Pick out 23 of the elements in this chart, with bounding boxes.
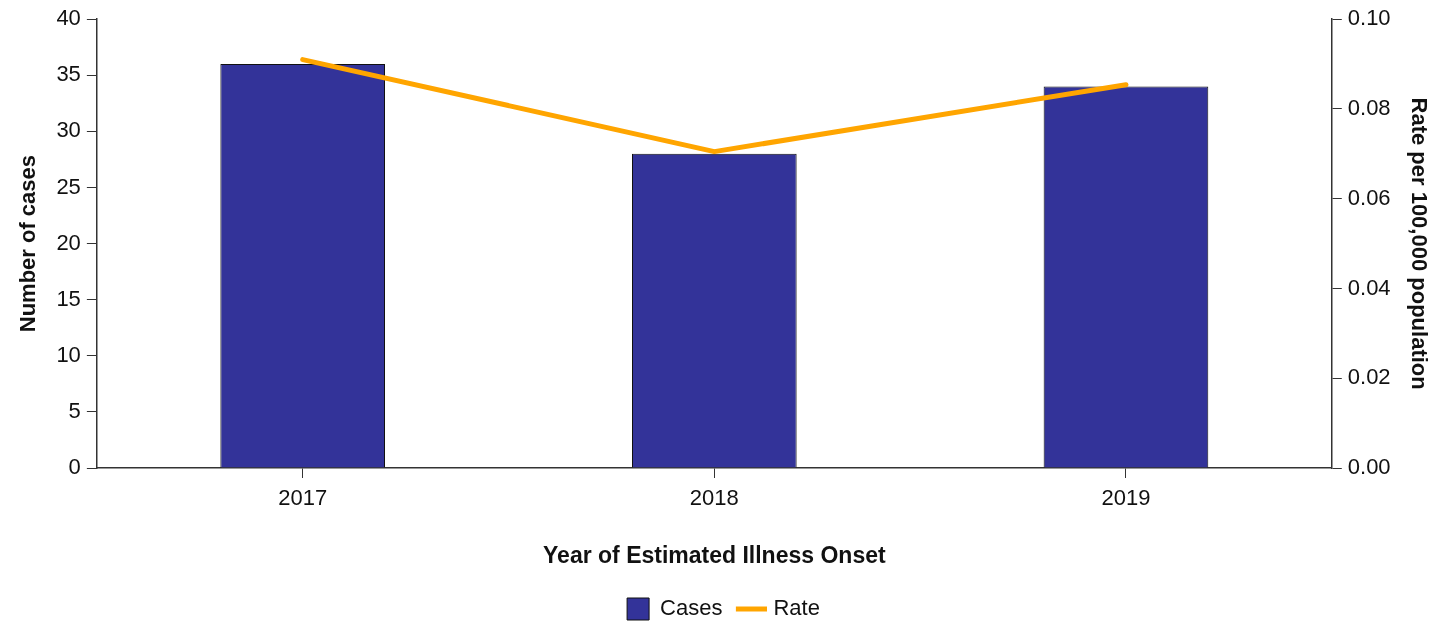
y2-tick-label: 0.04 <box>1347 274 1391 300</box>
y-axis-title: Number of cases <box>15 154 41 333</box>
x-tick-label: 2019 <box>1101 485 1151 511</box>
y-tick-label: 10 <box>56 341 81 367</box>
x-axis-title: Year of Estimated Illness Onset <box>543 541 886 568</box>
legend-label: Cases <box>660 595 723 621</box>
y2-tick-label: 0.02 <box>1347 364 1391 390</box>
x-tick-label: 2018 <box>689 485 739 511</box>
y-tick-label: 0 <box>68 454 81 480</box>
y-tick-label: 40 <box>56 5 81 31</box>
y2-tick-label: 0.06 <box>1347 184 1391 210</box>
y2-tick-label: 0.10 <box>1347 5 1391 31</box>
y-tick-label: 25 <box>56 173 81 199</box>
y2-axis-title: Rate per 100,000 population <box>1406 97 1432 390</box>
y-tick-label: 15 <box>56 285 81 311</box>
y-tick-label: 35 <box>56 61 81 87</box>
y-tick-label: 5 <box>68 397 81 423</box>
x-tick-label: 2017 <box>278 485 328 511</box>
y-tick-label: 20 <box>56 229 81 255</box>
y2-tick-label: 0.08 <box>1347 95 1391 121</box>
y2-tick-label: 0.00 <box>1347 454 1391 480</box>
y-tick-label: 30 <box>56 117 81 143</box>
legend-label: Rate <box>773 595 820 621</box>
